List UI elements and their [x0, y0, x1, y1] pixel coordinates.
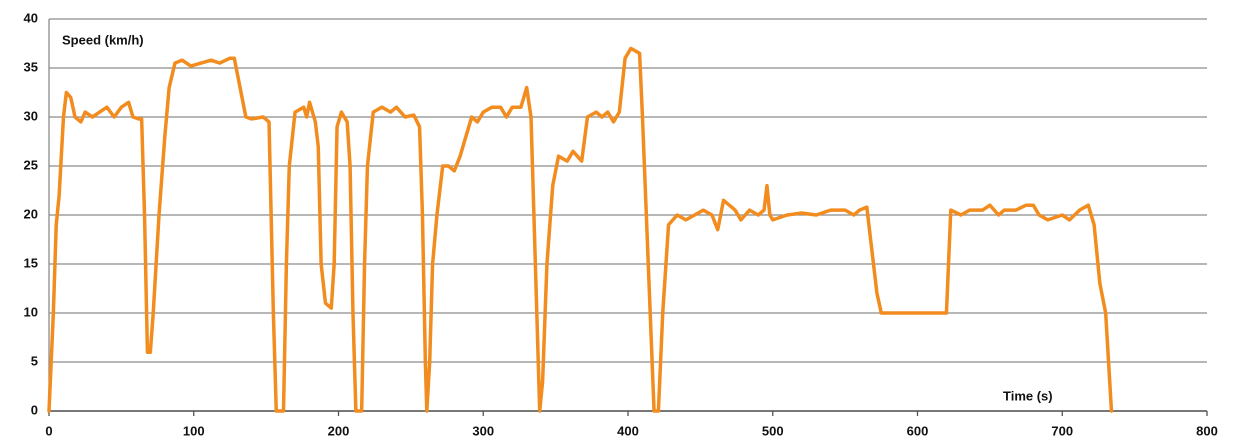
speed-line: [47, 46, 1114, 413]
y-tick-label: 25: [24, 157, 38, 172]
y-tick-label: 40: [24, 10, 38, 25]
y-tick-label: 35: [24, 59, 38, 74]
y-axis-label: Speed (km/h): [62, 32, 144, 47]
x-tick-label: 700: [1051, 423, 1073, 438]
x-tick-label: 500: [762, 423, 784, 438]
x-tick-label: 200: [328, 423, 350, 438]
y-tick-label: 30: [24, 108, 38, 123]
y-tick-label: 20: [24, 206, 38, 221]
x-tick-label: 300: [472, 423, 494, 438]
y-tick-label: 5: [31, 353, 38, 368]
y-tick-label: 10: [24, 304, 38, 319]
x-tick-label: 100: [183, 423, 205, 438]
x-tick-label: 800: [1196, 423, 1218, 438]
y-tick-label: 0: [31, 402, 38, 417]
y-tick-label: 15: [24, 255, 38, 270]
x-axis-label: Time (s): [1003, 388, 1053, 403]
x-tick-label: 400: [617, 423, 639, 438]
x-tick-label: 0: [45, 423, 52, 438]
x-tick-label: 600: [907, 423, 929, 438]
